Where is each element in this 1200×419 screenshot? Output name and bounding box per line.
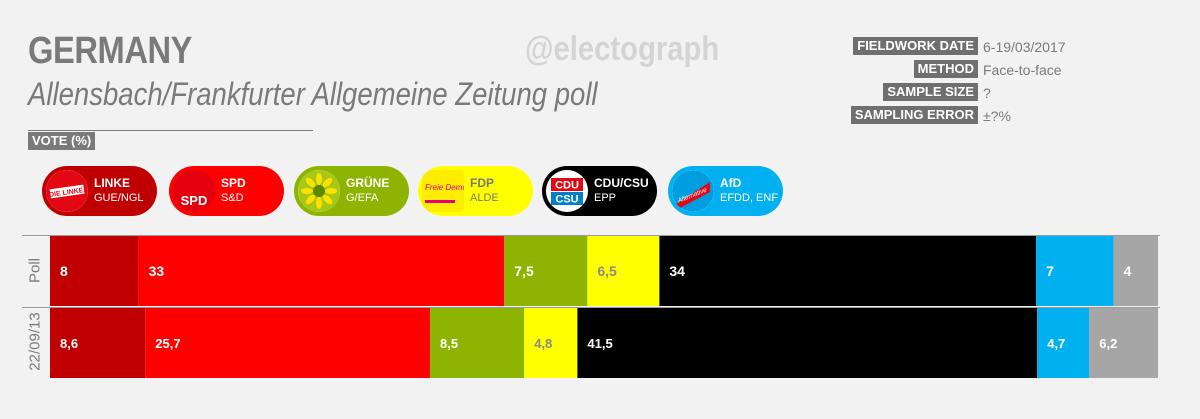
legend-party-group: G/EFA xyxy=(346,192,379,204)
legend-party-afd: Alternative AfD EFDD, ENF xyxy=(668,166,783,216)
afd-logo-icon: Alternative xyxy=(672,170,714,212)
meta-row-sampling-error: SAMPLING ERROR ±?% xyxy=(820,106,1190,129)
meta-key: METHOD xyxy=(913,60,978,78)
bar-value-label: 6,2 xyxy=(1099,336,1117,351)
bar-value-label: 4,8 xyxy=(534,336,552,351)
bar-value-label: 25,7 xyxy=(155,336,180,351)
bar-segment xyxy=(1036,236,1114,306)
page-title: GERMANY xyxy=(28,30,193,72)
bar-value-label: 34 xyxy=(669,263,685,279)
bar-segment xyxy=(504,236,588,306)
meta-key: SAMPLE SIZE xyxy=(883,83,978,101)
sunflower-logo-icon xyxy=(298,170,340,212)
bar-segment xyxy=(577,308,1038,378)
legend-party-group: S&D xyxy=(221,192,244,204)
legend-party-gruene: GRÜNE G/EFA xyxy=(294,166,409,216)
meta-row-fieldwork: FIELDWORK DATE 6-19/03/2017 xyxy=(820,37,1190,60)
legend-party-cdu-csu: CDU CSU CDU/CSU EPP xyxy=(542,166,657,216)
svg-text:CSU: CSU xyxy=(555,194,578,206)
legend-party-name: SPD xyxy=(221,176,246,190)
legend-party-group: EPP xyxy=(594,192,617,204)
bar-value-label: 7 xyxy=(1046,263,1054,279)
bar-value-label: 4 xyxy=(1124,263,1132,279)
svg-text:CDU: CDU xyxy=(555,180,579,192)
bar-value-label: 8 xyxy=(60,263,68,279)
meta-key: SAMPLING ERROR xyxy=(850,106,978,124)
meta-value: Face-to-face xyxy=(983,62,1062,78)
legend-party-linke: DIE LINKE. LINKE GUE/NGL xyxy=(42,166,157,216)
spd-logo-icon: SPD xyxy=(173,170,215,212)
bar-value-label: 6,5 xyxy=(597,263,617,279)
svg-text:SPD: SPD xyxy=(181,193,208,208)
meta-row-sample-size: SAMPLE SIZE ? xyxy=(820,83,1190,106)
legend-party-group: EFDD, ENF xyxy=(720,192,779,204)
bar-segment xyxy=(145,308,431,378)
bar-value-label: 7,5 xyxy=(514,263,534,279)
legend-party-name: AfD xyxy=(720,176,742,190)
vote-label: VOTE (%) xyxy=(28,132,96,150)
die-linke-logo-icon: DIE LINKE. xyxy=(46,170,88,212)
bar-segment xyxy=(138,236,505,306)
page-subtitle: Allensbach/Frankfurter Allgemeine Zeitun… xyxy=(28,76,598,112)
bar-value-label: 33 xyxy=(149,263,165,279)
chart-mid-rule xyxy=(22,307,1160,308)
legend-party-name: GRÜNE xyxy=(346,176,390,190)
fdp-logo-icon: Freie Demokraten xyxy=(422,170,464,212)
meta-value: ±?% xyxy=(983,108,1011,124)
vote-rule xyxy=(28,130,313,131)
chart-top-rule xyxy=(22,235,1160,236)
bar-segment xyxy=(524,308,578,378)
bar-segment xyxy=(587,236,660,306)
bar-value-label: 41,5 xyxy=(587,336,612,351)
legend-party-name: LINKE xyxy=(94,176,130,190)
bar-segment xyxy=(50,236,139,306)
bar-value-label: 8,5 xyxy=(440,336,458,351)
legend-party-spd: SPD SPD S&D xyxy=(169,166,284,216)
meta-key: FIELDWORK DATE xyxy=(853,37,978,55)
watermark: @electograph xyxy=(525,30,720,68)
bar-segment xyxy=(1037,308,1090,378)
meta-row-method: METHOD Face-to-face xyxy=(820,60,1190,83)
bar-segment xyxy=(659,236,1037,306)
bar-segment xyxy=(50,308,146,378)
bar-segment xyxy=(430,308,525,378)
meta-value: 6-19/03/2017 xyxy=(983,39,1066,55)
bar-value-label: 4,7 xyxy=(1047,336,1065,351)
legend-party-name: FDP xyxy=(470,176,494,190)
legend-party-group: ALDE xyxy=(470,192,499,204)
bar-value-label: 8,6 xyxy=(60,336,78,351)
legend-party-name: CDU/CSU xyxy=(594,176,649,190)
svg-text:Freie Demokraten: Freie Demokraten xyxy=(425,183,464,192)
legend-party-group: GUE/NGL xyxy=(94,192,144,204)
meta-value: ? xyxy=(983,85,991,101)
bar-segment xyxy=(1113,236,1158,306)
poll-metadata: FIELDWORK DATE 6-19/03/2017 METHOD Face-… xyxy=(820,37,1190,129)
bar-segment xyxy=(1089,308,1158,378)
cdu-csu-logo-icon: CDU CSU xyxy=(546,170,588,212)
legend-party-fdp: Freie Demokraten FDP ALDE xyxy=(418,166,533,216)
